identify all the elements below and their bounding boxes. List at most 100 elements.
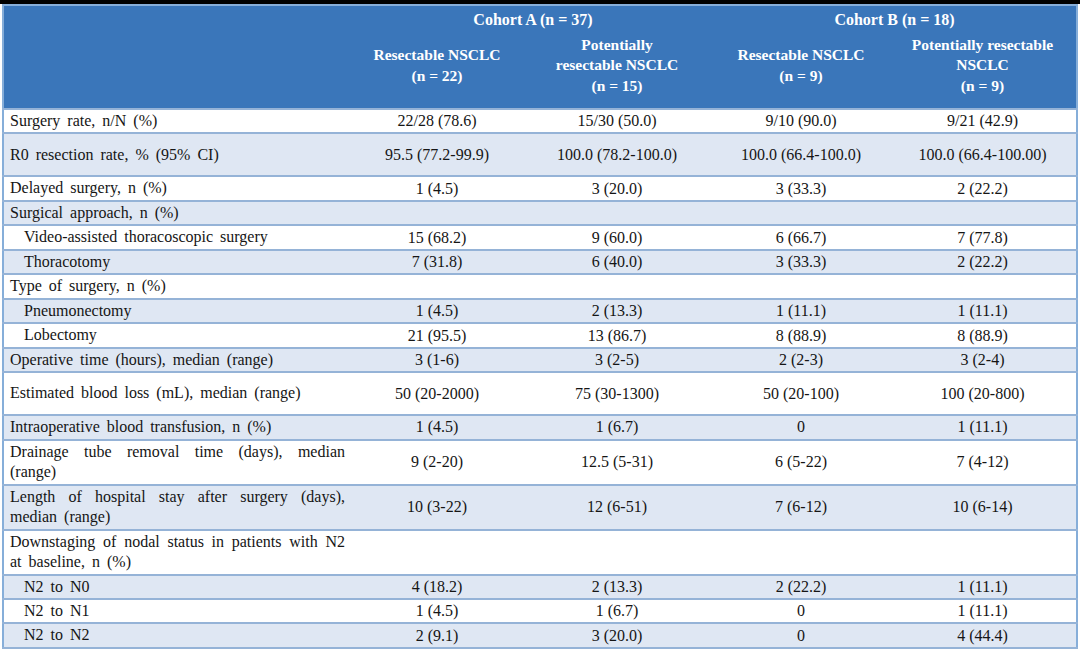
cell-value: 9 (2-20) <box>353 440 521 485</box>
cell-value: 0 <box>713 599 889 623</box>
cell-value: 4 (44.4) <box>889 623 1077 647</box>
table-row: Surgery rate, n/N (%)22/28 (78.6)15/30 (… <box>3 109 1077 133</box>
cell-value: 1 (11.1) <box>889 415 1077 439</box>
cell-value: 1 (4.5) <box>353 599 521 623</box>
row-label: Surgical approach, n (%) <box>3 201 353 225</box>
cell-value <box>521 530 713 575</box>
column-header-2: Resectable NSCLC (n = 9) <box>713 29 889 109</box>
row-label: N2 to N1 <box>3 599 353 623</box>
cell-value: 10 (3-22) <box>353 485 521 530</box>
cell-value: 3 (2-4) <box>889 348 1077 372</box>
table-row: Drainage tube removal time (days), media… <box>3 440 1077 485</box>
cell-value: 21 (95.5) <box>353 323 521 347</box>
cell-value: 1 (11.1) <box>889 599 1077 623</box>
row-label: Type of surgery, n (%) <box>3 274 353 298</box>
cell-value: 2 (22.2) <box>713 575 889 599</box>
cell-value: 100.0 (78.2-100.0) <box>521 133 713 176</box>
cell-value <box>521 274 713 298</box>
cell-value: 3 (20.0) <box>521 623 713 647</box>
table-row: Lobectomy21 (95.5)13 (86.7)8 (88.9)8 (88… <box>3 323 1077 347</box>
label-column-spacer <box>3 5 353 29</box>
table-row: Video-assisted thoracoscopic surgery15 (… <box>3 225 1077 249</box>
table-row: N2 to N11 (4.5)1 (6.7)01 (11.1) <box>3 599 1077 623</box>
table-wrap: Cohort A (n = 37) Cohort B (n = 18) Rese… <box>0 4 1080 649</box>
cell-value <box>889 530 1077 575</box>
surgical-outcomes-table: Cohort A (n = 37) Cohort B (n = 18) Rese… <box>2 4 1078 649</box>
column-header-0: Resectable NSCLC (n = 22) <box>353 29 521 109</box>
cell-value: 100.0 (66.4-100.00) <box>889 133 1077 176</box>
row-label: N2 to N2 <box>3 623 353 647</box>
cell-value: 1 (11.1) <box>713 299 889 323</box>
cell-value: 12 (6-51) <box>521 485 713 530</box>
row-label: Delayed surgery, n (%) <box>3 176 353 200</box>
cell-value: 2 (22.2) <box>889 250 1077 274</box>
row-label: Length of hospital stay after surgery (d… <box>3 485 353 530</box>
cell-value: 1 (6.7) <box>521 599 713 623</box>
cell-value: 9 (60.0) <box>521 225 713 249</box>
cell-value: 3 (2-5) <box>521 348 713 372</box>
cell-value: 1 (11.1) <box>889 575 1077 599</box>
cell-value: 4 (18.2) <box>353 575 521 599</box>
row-label: Estimated blood loss (mL), median (range… <box>3 372 353 415</box>
row-label: Intraoperative blood transfusion, n (%) <box>3 415 353 439</box>
cell-value: 15 (68.2) <box>353 225 521 249</box>
table-row: N2 to N04 (18.2)2 (13.3)2 (22.2)1 (11.1) <box>3 575 1077 599</box>
cell-value <box>353 274 521 298</box>
table-row: Estimated blood loss (mL), median (range… <box>3 372 1077 415</box>
cell-value: 3 (33.3) <box>713 176 889 200</box>
cell-value: 22/28 (78.6) <box>353 109 521 133</box>
row-label: Operative time (hours), median (range) <box>3 348 353 372</box>
table-row: N2 to N22 (9.1)3 (20.0)04 (44.4) <box>3 623 1077 647</box>
cell-value: 13 (86.7) <box>521 323 713 347</box>
cell-value: 100 (20-800) <box>889 372 1077 415</box>
table-row: Surgical approach, n (%) <box>3 201 1077 225</box>
cell-value <box>889 274 1077 298</box>
cell-value: 9/10 (90.0) <box>713 109 889 133</box>
table-row: Intraoperative blood transfusion, n (%)1… <box>3 415 1077 439</box>
column-header-1: Potentially resectable NSCLC (n = 15) <box>521 29 713 109</box>
cell-value: 1 (4.5) <box>353 176 521 200</box>
cell-value <box>889 201 1077 225</box>
cell-value: 2 (13.3) <box>521 575 713 599</box>
table-header: Cohort A (n = 37) Cohort B (n = 18) Rese… <box>3 5 1077 109</box>
cohort-header-row: Cohort A (n = 37) Cohort B (n = 18) <box>3 5 1077 29</box>
row-label: Video-assisted thoracoscopic surgery <box>3 225 353 249</box>
cell-value <box>521 201 713 225</box>
row-label: Drainage tube removal time (days), media… <box>3 440 353 485</box>
cell-value: 2 (9.1) <box>353 623 521 647</box>
cell-value: 2 (22.2) <box>889 176 1077 200</box>
cell-value: 1 (4.5) <box>353 415 521 439</box>
cell-value <box>713 274 889 298</box>
cell-value: 15/30 (50.0) <box>521 109 713 133</box>
cell-value: 3 (33.3) <box>713 250 889 274</box>
cell-value: 3 (1-6) <box>353 348 521 372</box>
cell-value: 1 (4.5) <box>353 299 521 323</box>
cell-value: 7 (6-12) <box>713 485 889 530</box>
row-label: Lobectomy <box>3 323 353 347</box>
cell-value: 0 <box>713 415 889 439</box>
cell-value: 95.5 (77.2-99.9) <box>353 133 521 176</box>
cell-value: 6 (40.0) <box>521 250 713 274</box>
table-row: Downstaging of nodal status in patients … <box>3 530 1077 575</box>
cohort-a-header: Cohort A (n = 37) <box>353 5 713 29</box>
table-row: Thoracotomy7 (31.8)6 (40.0)3 (33.3)2 (22… <box>3 250 1077 274</box>
cell-value: 8 (88.9) <box>889 323 1077 347</box>
cell-value: 2 (13.3) <box>521 299 713 323</box>
row-label: Surgery rate, n/N (%) <box>3 109 353 133</box>
cell-value: 7 (4-12) <box>889 440 1077 485</box>
cell-value <box>353 530 521 575</box>
cell-value: 100.0 (66.4-100.0) <box>713 133 889 176</box>
table-row: Delayed surgery, n (%)1 (4.5)3 (20.0)3 (… <box>3 176 1077 200</box>
row-label: Downstaging of nodal status in patients … <box>3 530 353 575</box>
cell-value: 2 (2-3) <box>713 348 889 372</box>
row-label: N2 to N0 <box>3 575 353 599</box>
cell-value: 1 (6.7) <box>521 415 713 439</box>
row-label: Pneumonectomy <box>3 299 353 323</box>
column-header-3: Potentially resectable NSCLC (n = 9) <box>889 29 1077 109</box>
cell-value: 6 (5-22) <box>713 440 889 485</box>
cell-value: 50 (20-2000) <box>353 372 521 415</box>
cell-value: 0 <box>713 623 889 647</box>
cell-value: 9/21 (42.9) <box>889 109 1077 133</box>
cell-value: 3 (20.0) <box>521 176 713 200</box>
table-row: R0 resection rate, % (95% CI)95.5 (77.2-… <box>3 133 1077 176</box>
